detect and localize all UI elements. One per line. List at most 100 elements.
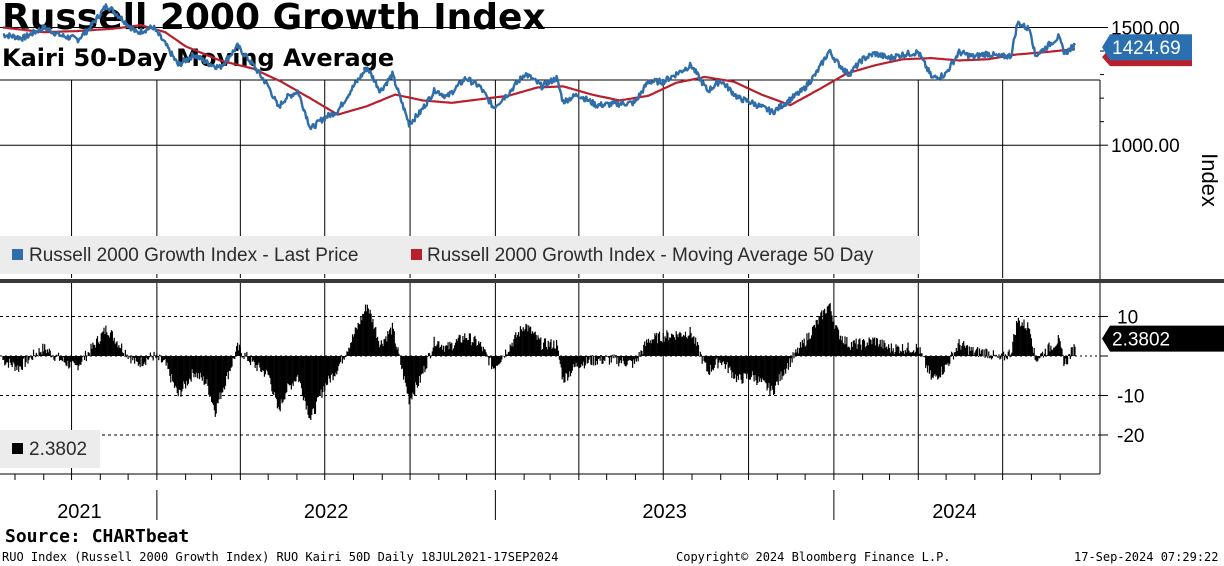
kairi-bar (600, 354, 602, 356)
kairi-bar (619, 356, 621, 363)
kairi-bar (650, 343, 652, 356)
kairi-bar (103, 327, 105, 356)
kairi-bar (210, 356, 213, 402)
kairi-bar (565, 356, 567, 373)
kairi-bar (545, 346, 547, 356)
kairi-bar (679, 331, 681, 356)
kairi-bar (619, 356, 622, 361)
kairi-bar (300, 356, 302, 384)
kairi-bar (124, 349, 126, 356)
kairi-bar (945, 356, 947, 365)
kairi-bar (388, 334, 390, 356)
kairi-bar (162, 356, 164, 361)
kairi-bar (396, 349, 398, 356)
kairi-bar (1064, 356, 1066, 365)
kairi-bar (213, 356, 215, 411)
kairi-bar (150, 356, 152, 357)
kairi-bar (278, 356, 280, 410)
kairi-bar (111, 331, 113, 356)
kairi-bar (251, 356, 253, 362)
kairi-bar (1002, 355, 1004, 356)
kairi-bar (194, 356, 196, 374)
kairi-bar (592, 355, 594, 356)
kairi-bar (9, 356, 11, 363)
kairi-bar (377, 341, 380, 356)
last-kairi-tag (1102, 325, 1224, 352)
kairi-bar (893, 353, 895, 356)
kairi-bar (737, 356, 739, 380)
kairi-bar (57, 355, 59, 357)
kairi-bar (582, 356, 585, 362)
kairi-bar (473, 337, 475, 356)
kairi-bar (873, 338, 875, 356)
kairi-bar (391, 322, 394, 356)
kairi-bar (140, 356, 142, 358)
kairi-bar (116, 341, 118, 356)
kairi-bar (758, 356, 760, 377)
kairi-bar (21, 356, 23, 371)
kairi-bar (284, 356, 286, 400)
kairi-bar (319, 356, 321, 396)
kairi-bar (696, 341, 699, 356)
kairi-bar (406, 356, 408, 394)
kairi-bar (131, 355, 133, 357)
kairi-bar (378, 347, 381, 356)
kairi-bar (681, 336, 683, 356)
kairi-bar (137, 356, 139, 366)
kairi-bar (947, 356, 949, 363)
kairi-bar (508, 351, 510, 356)
kairi-bar (1054, 347, 1056, 356)
kairi-bar (87, 352, 89, 356)
kairi-bar (597, 356, 599, 360)
legend-swatch-price (12, 249, 23, 260)
kairi-bar (167, 356, 169, 370)
kairi-bar (535, 334, 537, 356)
kairi-bar (817, 324, 819, 356)
kairi-bar (911, 352, 913, 356)
kairi-bar (237, 350, 240, 356)
kairi-bar (375, 327, 377, 356)
kairi-bar (130, 356, 132, 364)
kairi-bar (572, 356, 574, 365)
kairi-bar (547, 340, 549, 356)
kairi-bar (590, 356, 592, 365)
kairi-bar (1038, 356, 1040, 358)
kairi-bar (320, 356, 322, 390)
kairi-bar (426, 356, 428, 369)
kairi-bar (877, 346, 879, 356)
kairi-bar (729, 356, 731, 367)
kairi-bar (664, 336, 666, 356)
kairi-bar (68, 356, 70, 369)
kairi-bar (753, 356, 755, 382)
kairi-bar (52, 354, 54, 356)
kairi-bar (616, 356, 618, 365)
kairi-bar (908, 350, 910, 356)
kairi-bar (1059, 341, 1061, 356)
kairi-bar (1041, 353, 1043, 356)
kairi-bar (287, 356, 289, 384)
kairi-bar (635, 356, 637, 362)
kairi-bar (777, 356, 779, 386)
kairi-bar (147, 356, 149, 360)
kairi-bar (1028, 329, 1031, 356)
kairi-bar (219, 356, 221, 393)
kairi-bar (18, 356, 20, 372)
kairi-bar (500, 356, 502, 362)
kairi-bar (534, 331, 536, 356)
kairi-bar (26, 355, 28, 356)
kairi-bar (954, 352, 956, 356)
kairi-bar (314, 356, 317, 414)
kairi-bar (33, 355, 36, 356)
kairi-bar (281, 356, 283, 404)
kairi-bar (704, 356, 706, 363)
kairi-bar (479, 342, 482, 356)
panel-divider (0, 279, 1224, 283)
kairi-bar (680, 333, 682, 356)
kairi-bar (1074, 346, 1076, 356)
kairi-bar (290, 356, 292, 390)
kairi-bar (869, 339, 871, 356)
kairi-bar (1044, 348, 1046, 356)
kairi-bar (1069, 356, 1071, 360)
kairi-bar (620, 356, 623, 364)
kairi-bar (930, 356, 932, 380)
